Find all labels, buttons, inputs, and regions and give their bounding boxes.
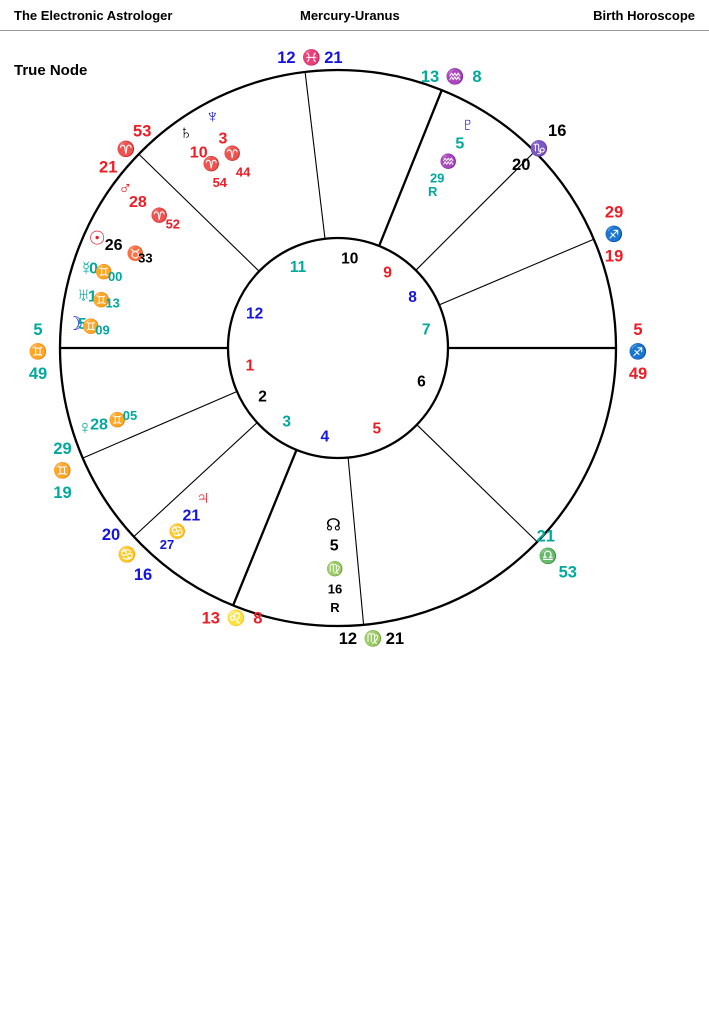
- svg-text:54: 54: [213, 175, 228, 190]
- svg-text:♑: ♑: [530, 140, 549, 158]
- svg-text:♒: ♒: [440, 153, 457, 170]
- svg-text:5: 5: [33, 321, 42, 339]
- svg-text:5: 5: [372, 421, 381, 438]
- svg-text:♓: ♓: [302, 49, 321, 67]
- svg-text:♊: ♊: [29, 343, 48, 361]
- svg-text:♇: ♇: [461, 114, 475, 135]
- svg-text:52: 52: [166, 217, 180, 232]
- svg-text:21: 21: [99, 159, 117, 177]
- svg-text:28: 28: [129, 194, 147, 211]
- svg-text:R: R: [330, 600, 340, 615]
- svg-text:♎: ♎: [538, 547, 557, 565]
- svg-text:♌: ♌: [226, 609, 245, 627]
- svg-text:21: 21: [386, 630, 404, 648]
- svg-text:1: 1: [246, 358, 255, 375]
- svg-text:13: 13: [421, 68, 439, 86]
- svg-text:♐: ♐: [629, 343, 648, 361]
- svg-text:12: 12: [277, 49, 295, 67]
- svg-text:8: 8: [253, 609, 262, 627]
- svg-text:21: 21: [324, 49, 342, 67]
- svg-text:8: 8: [408, 289, 417, 306]
- svg-text:5: 5: [455, 136, 464, 153]
- svg-text:53: 53: [133, 123, 151, 141]
- svg-text:♃: ♃: [196, 488, 210, 509]
- svg-text:44: 44: [236, 164, 251, 179]
- svg-text:49: 49: [29, 365, 47, 383]
- svg-text:2: 2: [258, 389, 267, 406]
- svg-text:♄: ♄: [179, 122, 193, 143]
- svg-text:26: 26: [105, 237, 123, 254]
- svg-text:53: 53: [559, 563, 577, 581]
- svg-text:♊: ♊: [53, 461, 72, 479]
- svg-text:R: R: [428, 184, 438, 199]
- svg-text:12: 12: [339, 630, 357, 648]
- svg-text:12: 12: [246, 306, 263, 323]
- svg-text:9: 9: [383, 264, 392, 281]
- svg-text:☊: ☊: [326, 516, 341, 535]
- svg-text:05: 05: [123, 408, 137, 423]
- svg-text:28: 28: [90, 417, 108, 434]
- svg-text:♈: ♈: [224, 145, 241, 162]
- svg-text:19: 19: [53, 484, 71, 502]
- svg-text:5: 5: [633, 321, 642, 339]
- svg-text:16: 16: [134, 566, 152, 584]
- svg-text:5: 5: [330, 538, 339, 555]
- svg-text:♍: ♍: [364, 629, 383, 647]
- svg-text:3: 3: [282, 414, 291, 431]
- svg-text:4: 4: [320, 429, 329, 446]
- svg-text:00: 00: [108, 269, 122, 284]
- svg-text:16: 16: [548, 122, 566, 140]
- svg-text:♍: ♍: [326, 561, 343, 578]
- svg-text:♋: ♋: [118, 545, 137, 563]
- svg-text:♈: ♈: [203, 156, 220, 173]
- svg-text:20: 20: [102, 526, 120, 544]
- svg-text:33: 33: [138, 251, 152, 266]
- svg-text:11: 11: [290, 259, 307, 276]
- svg-text:♒: ♒: [446, 68, 465, 86]
- svg-text:♆: ♆: [205, 106, 219, 127]
- svg-text:49: 49: [629, 365, 647, 383]
- svg-text:09: 09: [95, 322, 109, 337]
- svg-text:13: 13: [105, 296, 119, 311]
- svg-text:10: 10: [341, 250, 358, 267]
- svg-text:7: 7: [422, 322, 431, 339]
- svg-text:6: 6: [417, 373, 426, 390]
- svg-text:♈: ♈: [117, 140, 136, 158]
- svg-text:29: 29: [53, 440, 71, 458]
- svg-text:☉: ☉: [89, 229, 106, 250]
- svg-text:29: 29: [605, 204, 623, 222]
- svg-text:16: 16: [328, 581, 342, 596]
- svg-text:19: 19: [605, 248, 623, 266]
- svg-text:8: 8: [472, 68, 481, 86]
- svg-text:13: 13: [202, 609, 220, 627]
- svg-text:♐: ♐: [605, 225, 624, 243]
- svg-text:20: 20: [512, 156, 530, 174]
- svg-text:27: 27: [160, 537, 174, 552]
- svg-text:21: 21: [537, 527, 555, 545]
